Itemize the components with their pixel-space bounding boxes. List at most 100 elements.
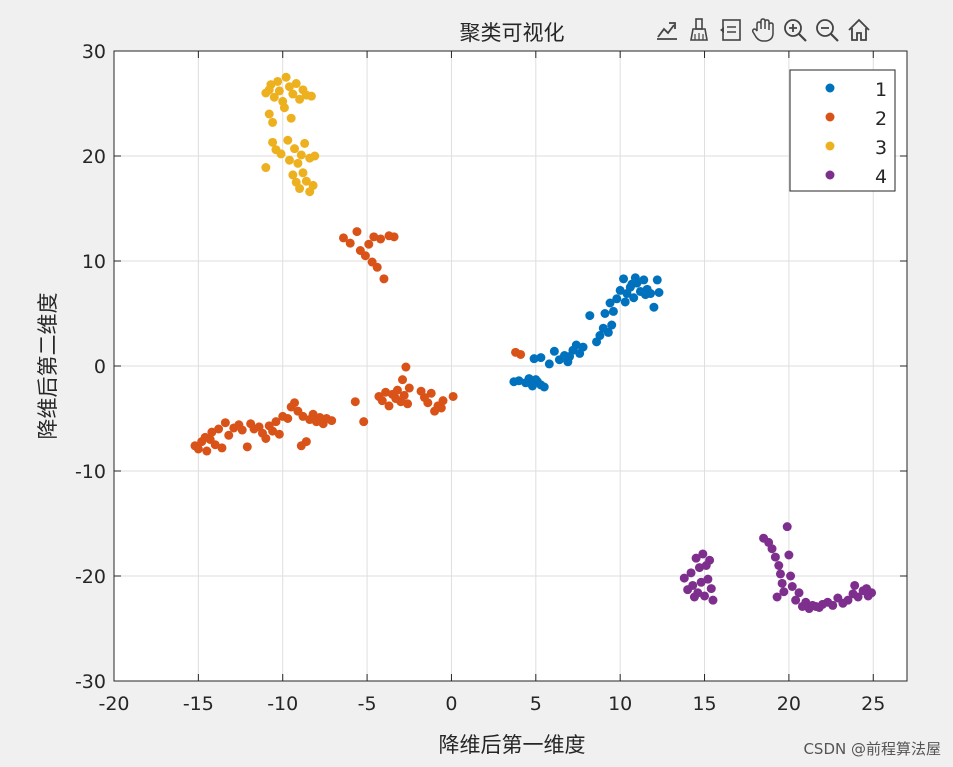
data-point-cluster-1 [529, 354, 539, 364]
legend-marker-4 [825, 170, 835, 180]
data-point-cluster-4 [777, 578, 787, 588]
data-point-cluster-3 [268, 117, 278, 127]
axes-toolbar [652, 15, 874, 45]
data-point-cluster-2 [214, 424, 224, 434]
data-point-cluster-1 [531, 375, 541, 385]
x-tick-label: 10 [608, 693, 632, 715]
data-point-cluster-1 [549, 346, 559, 356]
data-point-cluster-1 [615, 285, 625, 295]
data-point-cluster-4 [794, 588, 804, 598]
data-point-cluster-2 [423, 398, 433, 408]
data-point-cluster-2 [220, 418, 230, 428]
data-point-cluster-3 [269, 92, 279, 102]
data-point-cluster-3 [264, 109, 274, 119]
x-tick-label: -5 [358, 693, 377, 715]
pan-icon [751, 18, 774, 42]
data-point-cluster-3 [310, 151, 320, 161]
brush-button[interactable] [684, 15, 714, 45]
data-point-cluster-3 [264, 85, 274, 95]
data-point-cluster-4 [689, 592, 699, 602]
data-point-cluster-4 [694, 563, 704, 573]
data-point-cluster-1 [603, 327, 613, 337]
data-point-cluster-2 [268, 426, 278, 436]
data-point-cluster-4 [772, 592, 782, 602]
data-point-cluster-4 [696, 577, 706, 587]
y-tick-label: -10 [75, 461, 106, 483]
data-points [190, 72, 877, 614]
data-point-cluster-4 [688, 580, 698, 590]
data-point-cluster-2 [352, 227, 362, 237]
data-point-cluster-2 [376, 234, 386, 244]
data-point-cluster-1 [612, 294, 622, 304]
data-point-cluster-2 [384, 401, 394, 411]
data-point-cluster-2 [398, 375, 408, 385]
data-point-cluster-2 [301, 437, 311, 447]
data-point-cluster-4 [767, 544, 777, 554]
legend[interactable]: 1 2 3 4 [789, 69, 896, 192]
data-point-cluster-3 [291, 79, 301, 89]
data-point-cluster-2 [242, 442, 252, 452]
data-point-cluster-2 [381, 387, 391, 397]
x-tick-label: 15 [692, 693, 716, 715]
data-point-cluster-2 [308, 409, 318, 419]
data-point-cluster-1 [629, 293, 639, 303]
legend-marker-3 [825, 141, 835, 151]
data-point-cluster-2 [401, 362, 411, 372]
data-point-cluster-3 [284, 82, 294, 92]
data-point-cluster-3 [261, 163, 271, 173]
data-point-cluster-4 [706, 584, 716, 594]
data-point-cluster-2 [516, 349, 526, 359]
data-point-cluster-2 [193, 444, 203, 454]
zoom-out-button[interactable] [812, 15, 842, 45]
data-point-cluster-3 [268, 137, 278, 147]
zoom-in-button[interactable] [780, 15, 810, 45]
datatip-button[interactable] [716, 15, 746, 45]
legend-box [789, 69, 896, 192]
data-point-cluster-2 [202, 446, 212, 456]
data-point-cluster-1 [595, 331, 605, 341]
data-point-cluster-3 [288, 170, 298, 180]
data-point-cluster-1 [605, 298, 615, 308]
data-point-cluster-2 [436, 403, 446, 413]
y-tick-label: 0 [94, 356, 106, 378]
pan-button[interactable] [748, 15, 778, 45]
data-point-cluster-3 [279, 103, 289, 113]
data-point-cluster-1 [620, 297, 630, 307]
data-point-cluster-2 [298, 411, 308, 421]
data-point-cluster-3 [283, 135, 293, 145]
x-tick-label: -20 [98, 693, 129, 715]
data-point-cluster-4 [705, 555, 715, 565]
legend-label-3: 3 [875, 137, 887, 159]
data-point-cluster-2 [283, 414, 293, 423]
data-point-cluster-4 [679, 573, 689, 583]
data-point-cluster-2 [392, 385, 402, 395]
data-point-cluster-2 [237, 425, 247, 435]
data-point-cluster-2 [377, 396, 387, 406]
data-point-cluster-4 [774, 561, 784, 570]
data-point-cluster-4 [703, 574, 713, 584]
data-point-cluster-4 [786, 571, 796, 581]
data-point-cluster-4 [787, 582, 797, 591]
data-point-cluster-3 [286, 113, 296, 123]
y-tick-label: 20 [82, 146, 106, 168]
home-button[interactable] [844, 15, 874, 45]
data-point-cluster-4 [708, 595, 718, 605]
data-point-cluster-4 [784, 550, 794, 560]
data-point-cluster-1 [600, 309, 610, 318]
data-point-cluster-2 [261, 433, 271, 443]
legend-marker-1 [825, 83, 835, 93]
y-tick-label: 10 [82, 251, 106, 273]
data-point-cluster-1 [578, 342, 588, 352]
data-point-cluster-4 [828, 600, 838, 610]
data-point-cluster-4 [843, 595, 853, 605]
legend-marker-2 [825, 112, 835, 122]
legend-label-2: 2 [875, 108, 887, 130]
data-point-cluster-3 [308, 180, 318, 190]
data-point-cluster-2 [364, 239, 374, 249]
data-point-cluster-4 [853, 592, 863, 602]
chart-title: 聚类可视化 [460, 21, 565, 45]
data-point-cluster-3 [295, 184, 305, 194]
x-tick-label: -15 [183, 693, 214, 715]
export-button[interactable] [652, 15, 682, 45]
